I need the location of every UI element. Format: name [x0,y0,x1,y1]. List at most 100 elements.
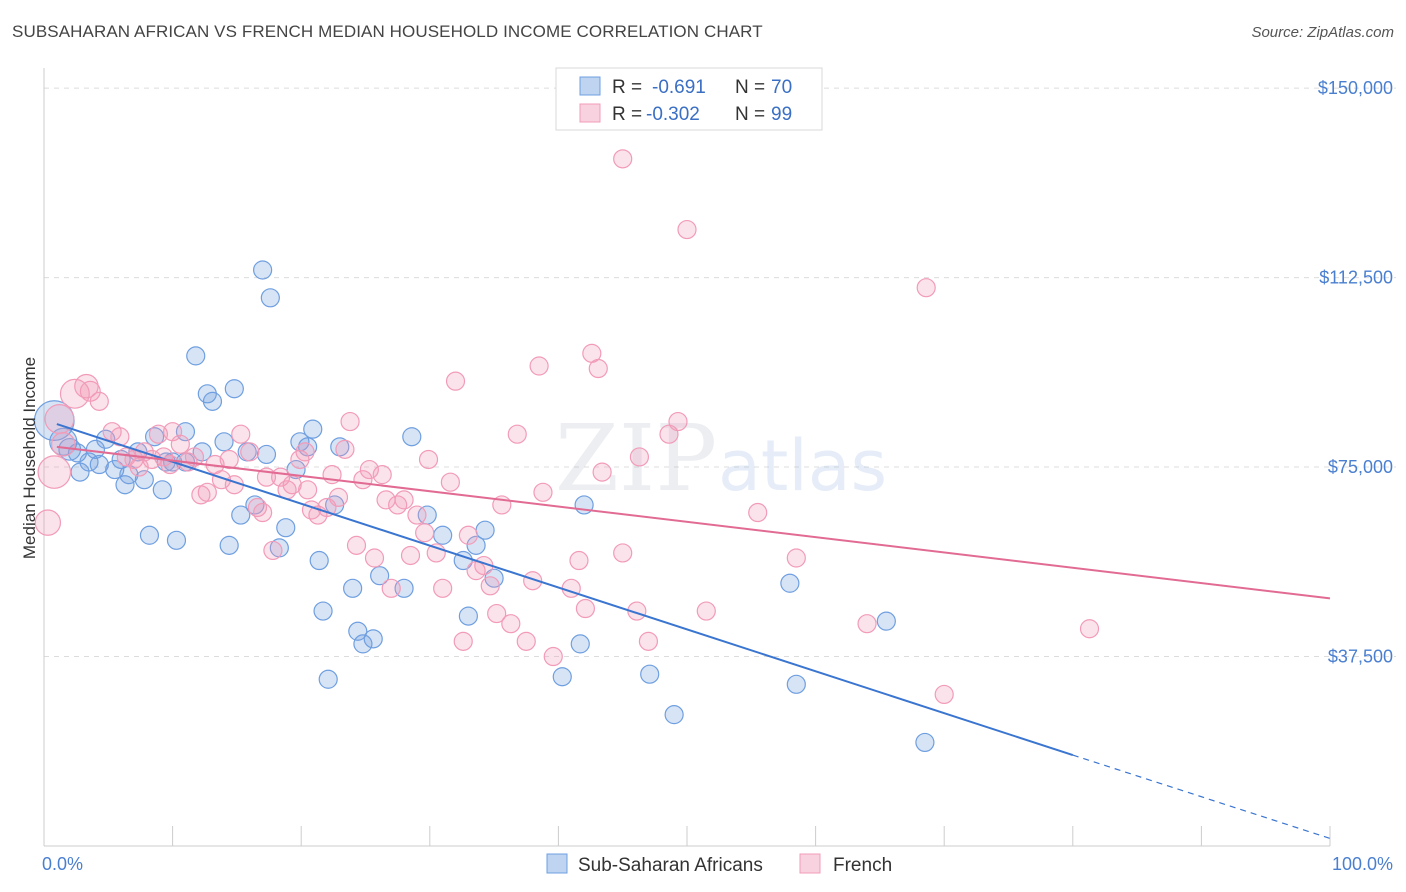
blue-point-33 [256,444,277,465]
pink-point-54 [400,545,421,566]
y-tick-label-1: $75,000 [1328,457,1393,477]
pink-point-15 [148,424,169,444]
pink-point-45 [346,535,367,555]
blue-point-29 [231,505,251,525]
blue-point-64 [786,674,806,694]
trend-lines [56,423,1331,839]
blue-point-63 [664,705,684,725]
pink-point-80 [588,358,608,379]
bottom-legend-swatch-pink [799,853,821,874]
pink-point-83 [613,149,633,169]
legend-r-label-1: R = [612,104,642,125]
blue-point-45 [343,578,363,598]
top-legend: R = -0.691 N = 70 R = -0.302 N = 99 [555,67,823,131]
legend-swatch-pink [579,103,601,123]
grid-lines [44,87,1396,658]
blue-point-32 [253,260,273,280]
blue-point-60 [570,634,590,654]
blue-point-41 [309,550,329,571]
bottom-legend-label-1: French [833,855,892,876]
pink-point-77 [569,550,589,571]
pink-point-89 [677,219,697,240]
legend-r-value-1: -0.302 [646,104,700,125]
pink-point-60 [440,472,460,492]
blue-point-43 [318,669,338,689]
x-tick-labels: 0.0% 100.0% [42,854,1393,874]
blue-point-22 [186,346,206,366]
pink-point-59 [433,578,453,598]
legend-r-label-0: R = [612,77,642,98]
pink-point-56 [415,523,435,543]
blue-point-65 [780,573,800,593]
pink-point-22 [197,482,217,502]
pink-point-3 [50,432,76,457]
pink-point-74 [533,482,553,502]
blue-trend-extension [1072,754,1331,839]
x-tick-label-1: 100.0% [1332,854,1393,874]
blue-point-66 [876,611,896,631]
axes [43,68,1331,847]
pink-point-97 [298,480,318,500]
legend-n-value-0: 70 [771,77,792,98]
pink-point-49 [372,465,392,485]
pink-point-85 [629,447,650,467]
blue-point-42 [313,601,333,621]
pink-point-18 [170,434,190,454]
blue-point-7 [89,454,109,475]
blue-point-27 [219,535,239,555]
blue-point-47 [353,634,373,654]
pink-point-0 [34,509,62,536]
pink-point-20 [184,447,205,467]
legend-r-value-0: -0.691 [652,77,706,98]
blue-point-34 [260,288,280,308]
pink-point-43 [335,439,355,459]
bottom-legend-swatch-blue [546,853,568,874]
pink-point-27 [231,424,251,444]
pink-point-28 [240,442,260,462]
pink-point-88 [668,411,688,432]
blue-point-51 [402,427,422,447]
blue-point-28 [224,379,244,399]
blue-point-26 [214,432,234,452]
y-tick-labels: $37,500 $75,000 $112,500 $150,000 [1318,78,1393,666]
watermark: ZIP atlas [555,405,887,512]
chart-title: SUBSAHARAN AFRICAN VS FRENCH MEDIAN HOUS… [12,22,763,41]
blue-point-55 [458,606,478,626]
y-tick-label-3: $150,000 [1318,78,1393,98]
pink-point-9 [110,427,130,447]
pink-point-52 [388,495,408,515]
blue-point-15 [139,525,160,545]
blue-point-40 [303,419,323,439]
data-points [33,149,1100,753]
source-label: Source: ZipAtlas.com [1251,24,1394,41]
pink-point-92 [786,548,806,568]
blue-point-25 [202,391,223,411]
pink-point-1 [37,455,72,489]
blue-point-56 [466,535,486,555]
watermark-zip: ZIP [555,405,717,512]
blue-trend-line [56,423,1074,757]
legend-n-label-0: N = [735,77,765,98]
pink-point-71 [516,631,536,651]
pink-point-69 [501,614,521,634]
pink-point-73 [529,356,549,376]
pink-point-42 [328,487,349,507]
pink-point-32 [263,540,283,561]
blue-point-14 [134,470,154,490]
blue-point-19 [166,530,187,550]
watermark-atlas: atlas [718,425,887,507]
pink-point-48 [364,548,385,568]
pink-point-47 [359,459,379,480]
blue-point-59 [552,667,572,687]
pink-point-7 [89,391,109,411]
pink-point-95 [934,684,954,705]
bottom-legend-label-0: Sub-Saharan Africans [578,855,763,876]
blue-point-46 [348,621,368,641]
blue-point-53 [433,525,453,545]
bottom-legend: Sub-Saharan Africans French [546,853,892,876]
blue-point-67 [915,732,935,753]
y-tick-label-2: $112,500 [1319,268,1393,288]
pink-point-93 [857,614,877,634]
pink-point-62 [453,631,473,651]
